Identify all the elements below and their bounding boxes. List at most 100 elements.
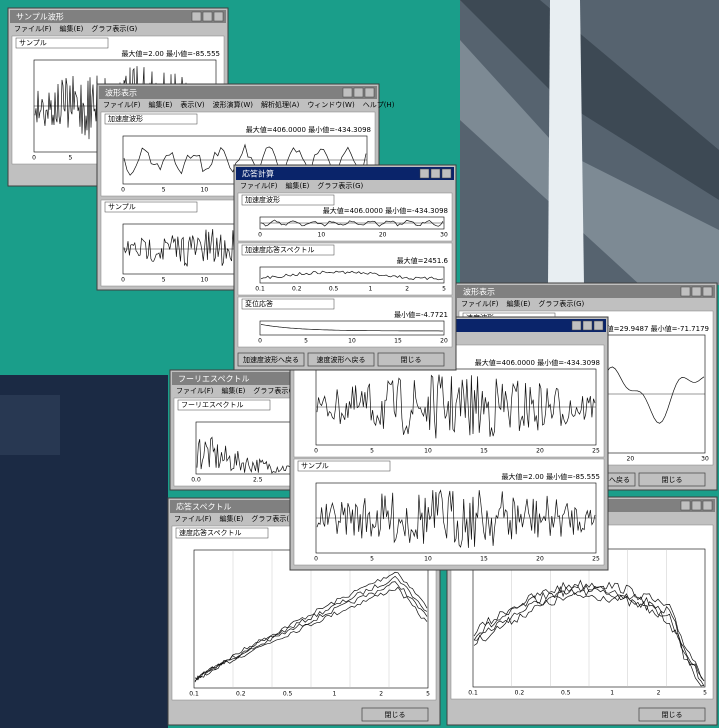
menu-item[interactable]: 解析処理(A) — [261, 100, 300, 109]
button[interactable] — [237, 352, 305, 367]
menu-item[interactable]: グラフ表示(G) — [538, 299, 584, 308]
waveform — [473, 592, 705, 687]
window-title: 波形表示 — [463, 287, 495, 297]
button-label[interactable]: 閉じる — [385, 711, 406, 719]
plot-frame — [259, 320, 445, 336]
waveform — [260, 324, 443, 332]
menu-item[interactable]: 編集(E) — [222, 386, 246, 395]
window-control[interactable] — [430, 168, 441, 179]
menu-item[interactable]: ヘルプ(H) — [363, 101, 395, 109]
x-tick-label: 20 — [379, 232, 387, 239]
menu-item[interactable]: 編集(E) — [507, 299, 531, 308]
menu-item[interactable]: 編集(E) — [220, 514, 244, 523]
menu-item[interactable]: ファイル(F) — [240, 182, 278, 190]
button[interactable] — [361, 707, 429, 722]
button-label[interactable]: 閉じる — [662, 711, 683, 719]
x-tick-label: 25 — [592, 448, 600, 455]
x-tick-label: 0.2 — [515, 690, 525, 697]
window-control[interactable] — [202, 11, 213, 22]
button[interactable] — [377, 352, 445, 367]
menu-item[interactable]: グラフ表示(G) — [253, 386, 299, 395]
menu-item[interactable]: 編集(E) — [60, 24, 84, 33]
x-tick-label: 10 — [424, 556, 432, 563]
menu-item[interactable]: ファイル(F) — [14, 25, 52, 33]
x-tick-label: 10 — [348, 338, 356, 345]
button[interactable] — [638, 707, 706, 722]
window-control[interactable] — [593, 320, 604, 331]
menu-item[interactable]: ウィンドウ(W) — [307, 101, 355, 109]
waveform — [194, 586, 428, 682]
x-tick-label: 2 — [379, 691, 383, 698]
panel-stats: 最大値=29.9487 最小値=-71.7179 — [593, 324, 709, 333]
title-bar — [10, 10, 226, 23]
panel-name: 加速度応答スペクトル — [245, 245, 315, 254]
x-tick-label: 30 — [701, 456, 709, 463]
window-control[interactable] — [702, 500, 713, 511]
button-label[interactable]: 加速度波形へ戻る — [243, 355, 299, 364]
button[interactable] — [638, 472, 706, 487]
menu-item[interactable]: ファイル(F) — [174, 515, 212, 523]
x-tick-label: 20 — [536, 448, 544, 455]
waveform — [316, 374, 596, 439]
menu-item[interactable]: 編集(E) — [149, 100, 173, 109]
bridge-pylon — [548, 0, 584, 285]
panel-name: サンプル — [19, 39, 47, 47]
window-control[interactable] — [691, 286, 702, 297]
x-tick-label: 10 — [424, 448, 432, 455]
x-tick-label: 0 — [121, 187, 125, 194]
window-control[interactable] — [680, 500, 691, 511]
x-tick-label: 0.5 — [561, 690, 571, 697]
menu-item[interactable]: ファイル(F) — [176, 387, 214, 395]
window-control[interactable] — [213, 11, 224, 22]
name-box — [104, 201, 198, 213]
x-tick-label: 0 — [32, 155, 36, 162]
window-control[interactable] — [691, 500, 702, 511]
menu-item[interactable]: グラフ表示(G) — [251, 514, 297, 523]
window-control[interactable] — [441, 168, 452, 179]
window-control[interactable] — [571, 320, 582, 331]
panel-name: フーリエスペクトル — [181, 401, 244, 409]
waveform — [260, 219, 444, 227]
menu-item[interactable]: 編集(E) — [286, 181, 310, 190]
menu-item[interactable]: 表示(V) — [180, 100, 205, 109]
x-tick-label: 20 — [627, 456, 635, 463]
x-tick-label: 5 — [703, 690, 707, 697]
menu-item[interactable]: ファイル(F) — [103, 101, 141, 109]
button-label[interactable]: 閉じる — [662, 476, 683, 484]
window-control[interactable] — [364, 87, 375, 98]
x-tick-label: 0 — [314, 556, 318, 563]
menu-item[interactable]: グラフ表示(G) — [91, 24, 137, 33]
x-tick-label: 1 — [610, 690, 614, 697]
button-label[interactable]: 速度波形へ戻る — [317, 355, 366, 364]
bridge-road — [460, 0, 719, 200]
waveform — [473, 587, 705, 687]
window-control[interactable] — [702, 286, 713, 297]
button-label[interactable]: 閉じる — [401, 356, 422, 364]
menu-item[interactable]: グラフ表示(G) — [317, 181, 363, 190]
x-tick-label: 5 — [370, 556, 374, 563]
menu-item[interactable]: ファイル(F) — [461, 300, 499, 308]
window-control[interactable] — [419, 168, 430, 179]
window-control[interactable] — [353, 87, 364, 98]
window-title: サンプル波形 — [16, 12, 64, 22]
name-box — [241, 244, 335, 256]
menu-item[interactable]: 波形演算(W) — [213, 100, 254, 109]
x-tick-label: 1 — [368, 286, 372, 293]
panel-stats: 最大値=406.0000 最小値=-434.3098 — [323, 206, 448, 215]
button[interactable] — [307, 352, 375, 367]
x-tick-label: 20 — [536, 556, 544, 563]
window-control[interactable] — [680, 286, 691, 297]
name-box — [15, 37, 109, 49]
window-control[interactable] — [582, 320, 593, 331]
x-tick-label: 5 — [162, 187, 166, 194]
panel — [293, 458, 605, 566]
x-tick-label: 5 — [162, 277, 166, 284]
panel-name: サンプル — [301, 462, 329, 470]
window-control[interactable] — [191, 11, 202, 22]
window-control[interactable] — [342, 87, 353, 98]
x-tick-label: 20 — [440, 338, 448, 345]
x-tick-label: 10 — [318, 232, 326, 239]
x-tick-label: 0 — [258, 338, 262, 345]
x-tick-label: 0 — [121, 277, 125, 284]
panel-name: サンプル — [108, 203, 136, 211]
